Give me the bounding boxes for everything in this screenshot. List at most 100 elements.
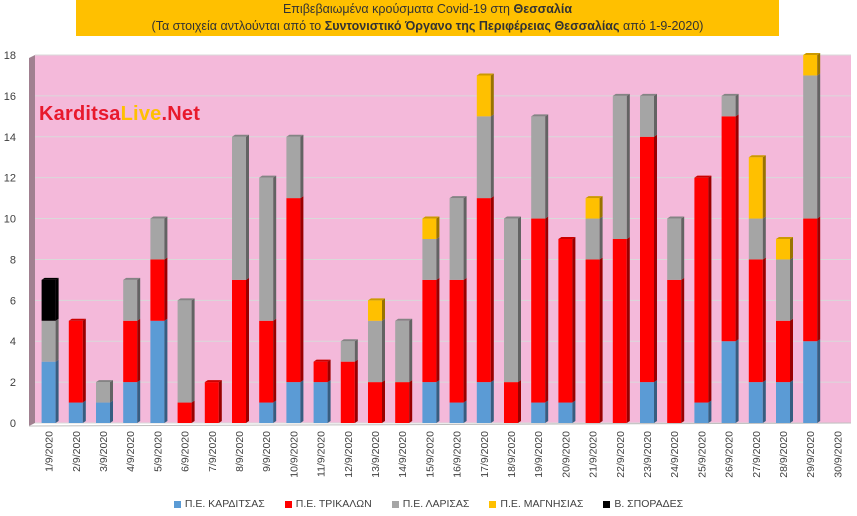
y-tick-label: 12 <box>4 173 16 185</box>
bar-segment <box>96 382 110 403</box>
bar-top-face <box>612 93 630 96</box>
bar-segment-side <box>817 73 821 219</box>
bar-segment-side <box>708 175 712 403</box>
bar-segment <box>476 116 491 199</box>
x-tick-label: 12/9/2020 <box>343 431 355 478</box>
bar-segment-side <box>518 380 521 423</box>
bar-segment <box>476 382 491 423</box>
bar-segment <box>667 218 682 280</box>
bar-segment <box>259 402 274 423</box>
bar-top-face <box>748 155 766 158</box>
legend-item: Π.Ε. ΜΑΓΝΗΣΙΑΣ <box>489 495 583 513</box>
bar-segment <box>41 361 56 423</box>
bar-segment <box>313 382 328 423</box>
bar-top-face <box>531 114 549 117</box>
bar-segment <box>449 198 464 280</box>
chart-title-line1: Επιβεβαιωμένα κρούσματα Covid-19 στη Θεσ… <box>76 0 779 18</box>
bar-segment-side <box>409 318 413 383</box>
bar-segment-side <box>817 339 821 423</box>
bar-segment-side <box>409 380 413 423</box>
bar-segment <box>368 300 382 321</box>
y-tick-label: 10 <box>4 214 16 226</box>
bar-segment <box>368 320 382 383</box>
bar-segment-side <box>681 216 685 280</box>
bar-segment-side <box>354 359 358 423</box>
x-tick-label: 10/9/2020 <box>288 431 300 478</box>
bar-top-face <box>422 216 440 219</box>
bar-top-face <box>41 277 59 280</box>
bar-segment <box>123 320 138 383</box>
bar-segment-side <box>735 114 739 342</box>
bar-top-face <box>721 93 739 96</box>
bar-segment-side <box>599 216 603 260</box>
bar-segment-side <box>82 400 86 423</box>
bar-segment-side <box>599 257 603 423</box>
bar-segment <box>531 116 546 219</box>
legend-item: Π.Ε. ΛΑΡΙΣΑΣ <box>391 495 470 513</box>
bar-segment-side <box>218 380 222 423</box>
bar-segment <box>803 75 818 219</box>
bar-segment-side <box>354 339 358 362</box>
chart-legend: Π.Ε. ΚΑΡΔΙΤΣΑΣ Π.Ε. ΤΡΙΚΑΛΩΝ Π.Ε. ΛΑΡΙΣΑΣ Π… <box>0 495 857 513</box>
bar-segment-side <box>164 216 168 260</box>
bar-segment <box>776 259 790 321</box>
y-tick-label: 14 <box>4 132 16 144</box>
x-tick-label: 23/9/2020 <box>642 431 654 478</box>
x-tick-label: 2/9/2020 <box>71 431 83 472</box>
chart-title-line2: (Τα στοιχεία αντλούνται από το Συντονιστ… <box>76 18 779 35</box>
x-tick-label: 6/9/2020 <box>180 431 192 472</box>
bar-segment-side <box>463 277 467 403</box>
bar-segment-side <box>327 380 331 423</box>
bar-segment-side <box>817 53 821 76</box>
chart-title: Επιβεβαιωμένα κρούσματα Covid-19 στη Θεσ… <box>76 0 779 36</box>
bar-segment <box>803 341 818 423</box>
bar-segment <box>667 279 682 423</box>
legend-swatch <box>173 500 181 508</box>
bar-segment-side <box>518 216 521 383</box>
bar-segment-side <box>572 400 576 423</box>
bar-segment-side <box>762 380 766 423</box>
bar-segment <box>204 382 219 423</box>
bar-segment-side <box>436 237 440 280</box>
bar-segment-side <box>735 93 739 117</box>
bar-segment-side <box>708 400 712 423</box>
bar-segment-side <box>599 196 603 219</box>
bar-segment <box>531 218 546 403</box>
bar-segment <box>340 361 355 423</box>
bar-segment-side <box>490 114 494 199</box>
bar-segment-side <box>55 318 59 362</box>
bar-segment <box>286 382 301 423</box>
legend-item: Β. ΣΠΟΡΑΔΕΣ <box>603 495 683 513</box>
bar-segment-side <box>490 380 494 423</box>
y-tick-label: 8 <box>10 254 16 266</box>
bar-segment-side <box>654 93 657 137</box>
bar-segment <box>748 382 763 423</box>
x-tick-label: 7/9/2020 <box>207 431 219 472</box>
bar-segment-side <box>762 257 766 383</box>
title-line2-bold: Συντονιστικό Όργανο της Περιφέρειας Θεσσ… <box>324 19 620 33</box>
bar-segment-side <box>110 400 113 423</box>
bar-segment <box>422 382 437 423</box>
bar-top-face <box>585 196 603 199</box>
bar-top-face <box>476 73 494 76</box>
bar-segment <box>640 136 654 383</box>
bar-segment <box>721 95 736 117</box>
bar-segment <box>177 300 192 403</box>
bar-segment <box>748 259 763 383</box>
bar-top-face <box>286 134 304 137</box>
bar-segment <box>449 402 464 423</box>
legend-label: Π.Ε. ΛΑΡΙΣΑΣ <box>402 498 470 510</box>
bar-segment-side <box>436 380 440 423</box>
bar-segment <box>721 341 736 423</box>
legend-label: Π.Ε. ΤΡΙΚΑΛΩΝ <box>295 498 372 510</box>
bar-segment-side <box>681 277 685 423</box>
bar-segment-side <box>300 134 304 199</box>
bar-segment <box>449 279 464 403</box>
bar-segment <box>41 320 56 362</box>
bar-segment <box>803 218 818 342</box>
x-tick-label: 18/9/2020 <box>506 431 518 478</box>
x-tick-label: 15/9/2020 <box>424 431 436 478</box>
bar-segment <box>612 239 627 423</box>
legend-swatch <box>489 500 497 508</box>
